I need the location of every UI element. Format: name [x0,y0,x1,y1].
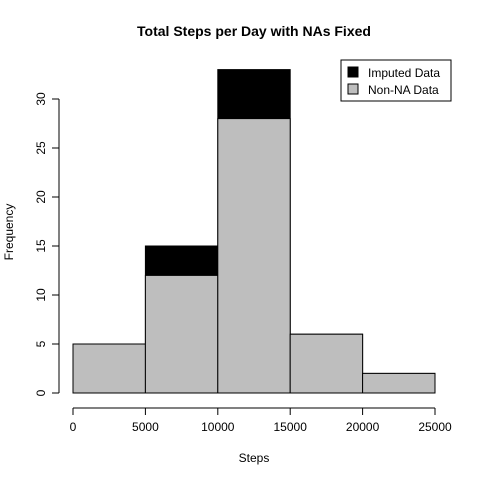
y-tick-label-15: 15 [34,239,48,253]
y-tick-label-10: 10 [34,288,48,302]
x-tick-label-0: 0 [70,420,77,434]
y-tick-label-25: 25 [34,141,48,155]
y-tick-label-20: 20 [34,190,48,204]
bar-non-na-10000-15000 [217,118,291,394]
x-tick-label-25000: 25000 [418,420,452,434]
bar-non-na-5000-10000 [144,274,219,394]
legend-box [340,59,452,102]
x-tick-label-20000: 20000 [346,420,380,434]
legend-label-imputed: Imputed Data [368,66,440,80]
non-na-bars [72,118,436,394]
x-tick-label-15000: 15000 [274,420,308,434]
legend-swatch-non-na [347,83,359,95]
y-axis: 0 5 10 15 20 25 30 [34,92,60,396]
y-tick-label-0: 0 [34,389,48,396]
legend-label-non-na: Non-NA Data [368,83,439,97]
bar-non-na-20000-25000 [362,372,436,394]
bar-non-na-0-5000 [72,343,146,394]
x-axis-label: Steps [239,451,270,465]
bar-non-na-15000-20000 [289,333,364,394]
y-axis-label: Frequency [2,204,16,261]
y-tick-label-30: 30 [34,92,48,106]
x-tick-label-10000: 10000 [201,420,235,434]
x-axis: 0 5000 10000 15000 20000 25000 [70,407,452,434]
y-tick-label-5: 5 [34,340,48,347]
legend: Imputed Data Non-NA Data [340,59,452,102]
chart-title: Total Steps per Day with NAs Fixed [137,23,371,39]
x-tick-label-5000: 5000 [132,420,159,434]
legend-swatch-imputed [347,66,359,78]
